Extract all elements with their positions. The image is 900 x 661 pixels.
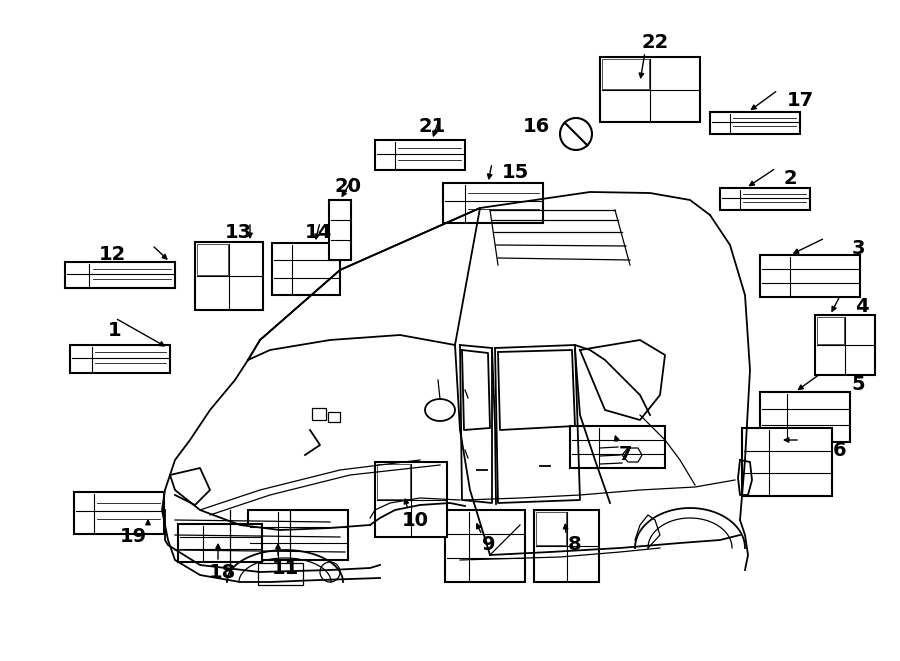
Bar: [258, 563, 303, 585]
Text: 19: 19: [120, 527, 147, 547]
Bar: [817, 317, 844, 344]
Bar: [74, 492, 164, 534]
Bar: [377, 464, 410, 498]
Text: 15: 15: [501, 163, 528, 182]
Text: 21: 21: [418, 118, 446, 137]
Bar: [815, 315, 875, 375]
Bar: [328, 412, 340, 422]
Ellipse shape: [425, 399, 455, 421]
Bar: [65, 262, 175, 288]
Bar: [70, 345, 170, 373]
Text: 4: 4: [855, 297, 868, 315]
Text: 1: 1: [108, 321, 122, 340]
Text: 6: 6: [833, 440, 847, 459]
Bar: [534, 510, 599, 582]
Bar: [272, 243, 340, 295]
Text: 13: 13: [224, 223, 252, 241]
Text: 18: 18: [209, 563, 236, 582]
Text: 10: 10: [401, 510, 428, 529]
Bar: [248, 510, 348, 560]
Bar: [710, 112, 800, 134]
Bar: [443, 183, 543, 223]
Text: 9: 9: [482, 535, 496, 555]
Bar: [197, 244, 228, 275]
Bar: [375, 462, 447, 537]
Text: 5: 5: [851, 375, 865, 393]
Bar: [445, 510, 525, 582]
Bar: [375, 140, 465, 170]
Text: 14: 14: [304, 223, 331, 243]
Text: 20: 20: [335, 176, 362, 196]
Text: 12: 12: [98, 245, 126, 264]
Bar: [720, 188, 810, 210]
Bar: [195, 242, 263, 310]
Bar: [178, 524, 262, 562]
Bar: [602, 59, 649, 89]
Text: 22: 22: [642, 32, 669, 52]
Text: 7: 7: [619, 444, 633, 463]
Bar: [760, 392, 850, 442]
Bar: [536, 512, 565, 545]
Text: 2: 2: [783, 169, 796, 188]
Text: 17: 17: [787, 91, 814, 110]
Bar: [312, 408, 326, 420]
Bar: [570, 426, 665, 468]
Text: 16: 16: [522, 116, 550, 136]
Bar: [329, 200, 351, 260]
Bar: [600, 57, 700, 122]
Bar: [760, 255, 860, 297]
Text: 11: 11: [272, 559, 299, 578]
Text: 8: 8: [568, 535, 581, 555]
Text: 3: 3: [851, 239, 865, 258]
Bar: [742, 428, 832, 496]
